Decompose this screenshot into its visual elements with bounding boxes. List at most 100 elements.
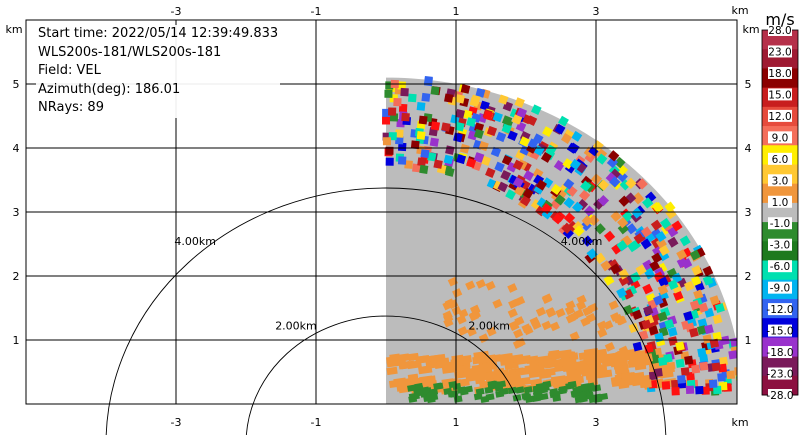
velocity-cell (702, 265, 714, 277)
velocity-cell (519, 195, 531, 207)
velocity-cell (498, 94, 509, 105)
velocity-cell (466, 117, 477, 128)
velocity-cell (667, 236, 679, 248)
velocity-cell (618, 275, 630, 287)
velocity-cell (475, 87, 486, 98)
x-tick-label-top: -3 (171, 5, 182, 18)
velocity-cell (562, 158, 574, 170)
velocity-cell (592, 140, 604, 152)
colorbar-label-bg (768, 324, 792, 337)
velocity-cell (702, 334, 713, 344)
velocity-cell (573, 225, 585, 237)
velocity-cell (546, 307, 557, 318)
velocity-field (382, 75, 737, 404)
colorbar-label: -18.0 (766, 347, 793, 359)
velocity-cell (443, 154, 454, 165)
velocity-cell (591, 364, 606, 374)
velocity-cell (437, 357, 450, 366)
velocity-cell (519, 136, 530, 147)
velocity-cell (527, 138, 539, 150)
velocity-cell (404, 160, 413, 169)
velocity-cell (587, 302, 599, 313)
velocity-cell (569, 158, 582, 171)
colorbar-label-bg (768, 303, 792, 316)
nrays-text: NRays: 89 (38, 100, 104, 115)
velocity-cell (413, 389, 423, 397)
velocity-cell (691, 364, 701, 374)
velocity-cell (408, 93, 417, 103)
velocity-cell (581, 235, 594, 247)
velocity-cell (649, 260, 661, 272)
velocity-cell (545, 144, 557, 156)
colorbar-label-bg (768, 260, 792, 273)
velocity-cell (643, 343, 654, 354)
range-ring (245, 315, 527, 435)
velocity-cell (657, 284, 669, 296)
velocity-cell (490, 146, 502, 158)
velocity-cell (516, 107, 528, 119)
x-tick-label-bottom: -1 (311, 416, 322, 429)
velocity-cell (560, 132, 572, 144)
azimuth-text: Azimuth(deg): 186.01 (38, 81, 181, 97)
colorbar-label-bg (768, 346, 792, 359)
colorbar-label-bg (768, 281, 792, 294)
velocity-cell (515, 354, 532, 364)
velocity-cell (397, 156, 407, 165)
velocity-cell (543, 367, 556, 377)
x-tick-label-bottom: 3 (593, 416, 600, 429)
velocity-cell (478, 333, 489, 344)
velocity-cell (426, 392, 436, 400)
colorbar-label: -15.0 (766, 326, 793, 338)
velocity-cell (514, 97, 525, 108)
velocity-cell (614, 156, 626, 169)
velocity-cell (553, 160, 565, 172)
start-time-text: Start time: 2022/05/14 12:39:49.833 (38, 26, 279, 41)
velocity-cell (469, 97, 480, 107)
velocity-cell (561, 222, 573, 234)
velocity-cell (622, 304, 634, 316)
velocity-cell (514, 185, 526, 197)
velocity-cell (633, 233, 645, 245)
velocity-cell (704, 324, 714, 335)
velocity-cell (485, 393, 495, 401)
colorbar-label: 28.0 (768, 25, 791, 37)
colorbar: 28.0 23.0 18.0 15.0 12.0 9.0 6.0 3.0 1.0 -1.0 -3.0… (761, 10, 799, 402)
velocity-cell (532, 168, 544, 180)
velocity-cell (680, 367, 690, 377)
velocity-cell (456, 354, 472, 364)
velocity-cell (597, 328, 608, 338)
velocity-cell (532, 391, 542, 400)
axis-ticks: -3 -3 -1 -1 1 1 3 3 1 1 2 2 3 3 4 4 5 5 km km km km (5, 4, 759, 429)
velocity-cell (495, 390, 505, 398)
velocity-cell (395, 129, 404, 138)
velocity-cell (581, 215, 593, 227)
velocity-cell (489, 370, 504, 379)
velocity-cell (523, 170, 535, 182)
velocity-cell (427, 152, 437, 162)
velocity-cell (684, 355, 694, 365)
velocity-cell (479, 100, 490, 111)
velocity-cell (497, 181, 509, 193)
velocity-cell (644, 268, 656, 280)
velocity-cell (486, 125, 498, 137)
velocity-cell (454, 121, 465, 132)
velocity-cell (507, 283, 518, 293)
velocity-cell (572, 201, 584, 213)
y-tick-label-left: 5 (13, 78, 20, 91)
velocity-cell (415, 354, 430, 364)
velocity-cell (609, 263, 621, 275)
velocity-cell (681, 258, 693, 269)
velocity-cell (616, 287, 627, 299)
velocity-cell (552, 213, 564, 225)
velocity-cell (690, 275, 702, 287)
velocity-cell (558, 115, 569, 127)
velocity-cell (417, 157, 427, 167)
velocity-cell (460, 84, 471, 94)
y-unit-right: km (742, 23, 759, 36)
velocity-cell (667, 326, 678, 337)
velocity-cell (650, 354, 660, 364)
x-tick-label-bottom: -3 (171, 416, 182, 429)
colorbar-label-bg (768, 66, 792, 79)
velocity-cell (689, 300, 701, 311)
velocity-cell (452, 288, 463, 298)
